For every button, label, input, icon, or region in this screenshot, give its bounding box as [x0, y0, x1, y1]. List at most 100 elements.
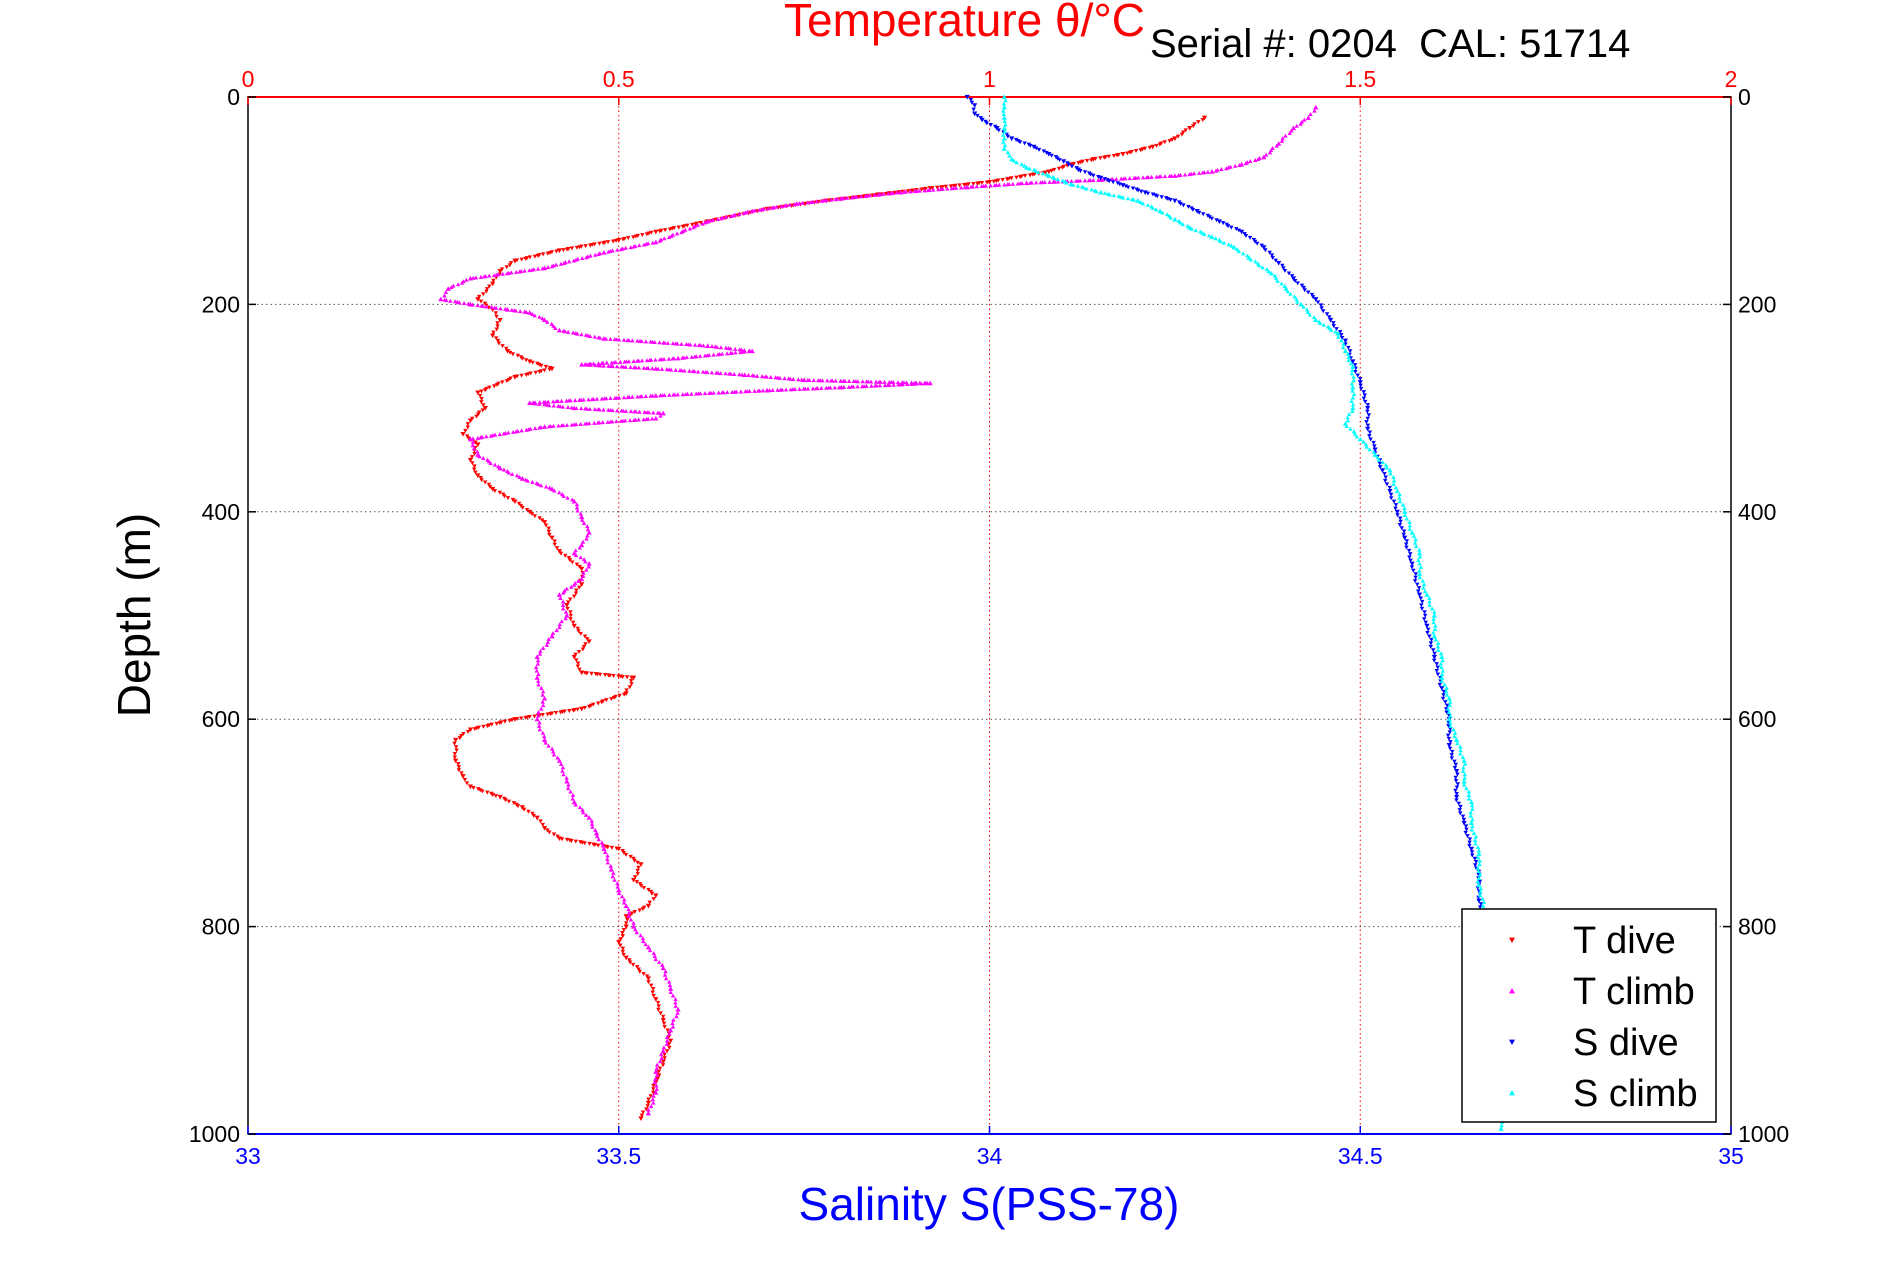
- data-point: [1229, 243, 1234, 248]
- data-point: [547, 367, 552, 372]
- data-point: [549, 486, 555, 492]
- data-point: [524, 372, 529, 377]
- data-point: [1302, 117, 1307, 122]
- data-point: [1372, 444, 1377, 449]
- data-point: [1383, 475, 1388, 480]
- data-point: [475, 297, 481, 302]
- data-point: [563, 553, 568, 558]
- data-point: [1428, 641, 1434, 646]
- data-point: [783, 387, 789, 392]
- data-point: [1431, 654, 1437, 660]
- data-point: [1348, 426, 1353, 431]
- data-point: [1295, 281, 1300, 286]
- data-point: [1463, 824, 1469, 829]
- data-point: [1387, 485, 1393, 490]
- data-point: [481, 724, 486, 729]
- data-point: [917, 188, 922, 193]
- data-point: [611, 870, 616, 875]
- data-point: [1194, 208, 1200, 214]
- data-point: [1175, 134, 1181, 139]
- data-point: [1472, 856, 1478, 861]
- data-point: [925, 188, 931, 193]
- data-point: [1420, 578, 1425, 583]
- data-point: [958, 185, 964, 190]
- data-point: [653, 393, 659, 398]
- data-point: [1402, 535, 1408, 541]
- data-point: [754, 373, 760, 378]
- data-point: [810, 386, 816, 391]
- data-point: [470, 443, 475, 448]
- data-point: [1060, 165, 1065, 170]
- data-point: [1084, 158, 1090, 163]
- data-point: [692, 342, 698, 347]
- data-point: [1450, 749, 1455, 754]
- data-point: [723, 371, 728, 376]
- data-point: [644, 974, 650, 979]
- data-point: [630, 338, 635, 343]
- data-point: [1273, 276, 1279, 281]
- data-point: [912, 189, 918, 194]
- data-point: [648, 1104, 654, 1109]
- data-point: [570, 330, 576, 335]
- data-point: [1060, 178, 1065, 183]
- data-point: [742, 372, 748, 377]
- data-point: [1005, 150, 1011, 155]
- data-point: [657, 410, 662, 415]
- data-point: [1375, 455, 1380, 460]
- data-point: [646, 887, 651, 892]
- data-point: [566, 600, 571, 605]
- data-point: [605, 856, 610, 861]
- data-point: [971, 182, 976, 186]
- data-point: [1402, 509, 1408, 514]
- data-point: [680, 355, 685, 360]
- data-point: [975, 113, 980, 118]
- data-point: [579, 576, 585, 582]
- data-point: [1157, 142, 1163, 147]
- data-point: [819, 198, 825, 203]
- legend-marker: [1509, 988, 1515, 994]
- data-point: [572, 398, 578, 403]
- data-point: [1456, 801, 1461, 806]
- data-point: [805, 386, 811, 391]
- data-point: [969, 100, 975, 105]
- data-point: [931, 187, 936, 192]
- data-point: [675, 392, 680, 397]
- data-point: [905, 382, 910, 387]
- data-point: [695, 222, 700, 227]
- data-point: [979, 180, 985, 185]
- data-point: [534, 716, 540, 722]
- data-point: [605, 860, 610, 865]
- data-point: [972, 111, 978, 117]
- data-point: [602, 850, 608, 855]
- data-point: [1056, 166, 1062, 171]
- data-point: [542, 317, 548, 323]
- data-point: [524, 507, 530, 512]
- data-point: [1388, 496, 1394, 501]
- data-point: [1453, 775, 1458, 780]
- data-point: [1382, 478, 1388, 483]
- data-point: [1120, 151, 1126, 157]
- data-point: [660, 410, 666, 416]
- data-point: [1040, 171, 1046, 176]
- data-point: [836, 385, 842, 390]
- data-point: [537, 720, 542, 725]
- data-point: [1409, 561, 1415, 567]
- data-point: [728, 371, 733, 376]
- data-point: [657, 1066, 663, 1071]
- data-point: [1324, 312, 1330, 317]
- data-point: [465, 425, 470, 430]
- data-point: [1225, 224, 1231, 229]
- data-point: [592, 420, 597, 425]
- data-point: [1427, 596, 1432, 600]
- data-point: [457, 300, 462, 305]
- data-point: [1340, 345, 1346, 350]
- data-point: [536, 710, 541, 715]
- data-point: [1178, 201, 1183, 206]
- data-point: [553, 326, 558, 331]
- data-point: [576, 629, 581, 634]
- data-point: [1027, 166, 1032, 171]
- data-point: [1213, 236, 1218, 241]
- data-point: [554, 546, 560, 551]
- data-point: [1098, 175, 1104, 181]
